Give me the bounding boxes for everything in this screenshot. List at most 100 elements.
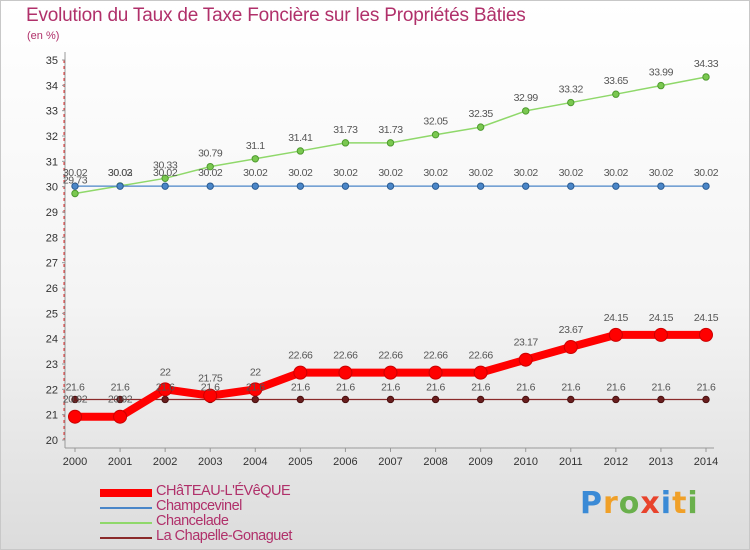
data-label-chancelade: 31.73 [378,124,403,136]
data-point-champcevinel [206,182,214,190]
legend-swatch-champcevinel [100,507,152,509]
data-point-la-chapelle-gonaguet [296,395,305,404]
y-tick-label: 23 [46,359,58,371]
data-label-champcevinel: 30.02 [108,167,133,179]
data-label-champcevinel: 30.02 [288,167,313,179]
data-point-cha-teau-l-e-ve-que [113,409,128,424]
data-point-champcevinel [341,182,350,190]
y-tick-label: 31 [46,156,58,168]
data-label-cha-teau-l-e-ve-que: 22.66 [333,350,358,362]
y-tick-label: 25 [46,308,58,320]
data-label-champcevinel: 30.02 [378,167,403,179]
data-label-cha-teau-l-e-ve-que: 24.15 [649,312,674,324]
y-tick-label: 26 [46,283,58,295]
legend-swatch-la-chapelle [100,537,152,539]
x-tick-label: 2009 [468,456,492,468]
data-label-chancelade: 29.73 [63,175,88,187]
data-point-champcevinel [386,182,395,190]
data-point-la-chapelle-gonaguet [612,395,620,404]
proxiti-logo: Proxiti [580,486,699,521]
data-label-cha-teau-l-e-ve-que: 22.66 [378,350,403,362]
data-label-champcevinel: 30.02 [198,167,223,179]
y-tick-label: 27 [46,258,58,270]
data-label-cha-teau-l-e-ve-que: 22 [250,366,261,378]
data-point-champcevinel [431,182,440,190]
data-point-cha-teau-l-e-ve-que [699,327,713,342]
data-point-chancelade [476,123,485,131]
data-label-la-chapelle-gonaguet: 21.6 [471,381,490,393]
y-tick-label: 28 [46,232,58,244]
data-point-cha-teau-l-e-ve-que [203,388,218,403]
y-tick-label: 29 [46,207,58,219]
data-point-chancelade [702,73,710,81]
x-tick-label: 2008 [423,456,447,468]
data-point-chancelade [612,90,620,98]
data-point-chancelade [71,189,79,198]
data-label-champcevinel: 30.02 [63,167,88,179]
y-tick-label: 35 [46,55,58,67]
legend-swatch-chateau [100,489,152,497]
data-label-chancelade: 30.33 [153,159,178,171]
data-point-champcevinel [702,182,710,190]
y-tick-label: 30 [46,182,58,194]
data-label-champcevinel: 30.02 [243,167,268,179]
data-point-la-chapelle-gonaguet [251,395,259,404]
data-label-la-chapelle-gonaguet: 21.6 [516,381,535,393]
data-point-champcevinel [296,182,305,190]
data-point-la-chapelle-gonaguet [567,395,575,404]
data-point-cha-teau-l-e-ve-que [293,365,308,380]
x-tick-label: 2000 [63,456,87,468]
data-point-cha-teau-l-e-ve-que [248,382,263,397]
data-label-chancelade: 30.03 [108,167,133,179]
data-label-champcevinel: 30.02 [559,167,584,179]
data-point-cha-teau-l-e-ve-que [338,365,353,380]
chart-title: Evolution du Taux de Taxe Foncière sur l… [26,5,526,26]
data-label-la-chapelle-gonaguet: 21.6 [291,381,310,393]
data-point-chancelade [386,139,395,147]
data-label-chancelade: 31.41 [288,132,313,144]
data-point-cha-teau-l-e-ve-que [158,382,173,397]
data-label-cha-teau-l-e-ve-que: 22.66 [469,350,494,362]
data-label-champcevinel: 30.02 [514,167,539,179]
data-label-cha-teau-l-e-ve-que: 24.15 [604,312,629,324]
data-point-champcevinel [161,182,169,190]
data-point-champcevinel [251,182,259,190]
data-point-champcevinel [567,182,575,190]
data-point-la-chapelle-gonaguet [71,395,79,404]
data-label-cha-teau-l-e-ve-que: 22 [160,366,171,378]
data-point-la-chapelle-gonaguet [386,395,395,404]
data-label-cha-teau-l-e-ve-que: 24.15 [694,312,719,324]
data-label-chancelade: 33.65 [604,75,629,87]
x-tick-label: 2014 [694,456,718,468]
x-tick-label: 2010 [513,456,537,468]
data-label-chancelade: 31.73 [333,124,358,136]
data-label-champcevinel: 30.02 [649,167,674,179]
axes: 20 21 22 23 24 25 26 27 28 29 30 31 32 33 34 35 2000 2001… [46,52,718,468]
data-point-chancelade [296,147,305,155]
data-point-chancelade [567,98,575,107]
data-label-chancelade: 31.1 [246,140,265,152]
data-label-la-chapelle-gonaguet: 21.6 [697,381,716,393]
data-label-la-chapelle-gonaguet: 21.6 [381,381,400,393]
data-label-la-chapelle-gonaguet: 21.6 [201,381,220,393]
legend-label-champcevinel: Champcevinel [156,498,242,514]
data-point-champcevinel [522,182,530,190]
x-tick-label: 2005 [288,456,312,468]
data-point-la-chapelle-gonaguet [657,395,665,404]
data-point-champcevinel [116,182,124,190]
data-label-la-chapelle-gonaguet: 21.6 [606,381,625,393]
x-tick-label: 2002 [153,456,177,468]
legend-item-la-chapelle: La Chapelle-Gonaguet [100,528,400,545]
legend-item-chateau: CHâTEAU-L'ÉVêQUE [100,483,400,500]
x-tick-label: 2007 [378,456,402,468]
legend-item-champcevinel: Champcevinel [100,498,400,515]
y-tick-label: 20 [46,435,58,447]
data-point-chancelade [522,107,530,115]
data-label-cha-teau-l-e-ve-que: 22.66 [288,350,313,362]
data-label-chancelade: 34.33 [694,58,719,70]
data-label-chancelade: 32.05 [423,116,448,128]
x-tick-label: 2011 [559,456,583,468]
data-label-cha-teau-l-e-ve-que: 23.17 [514,337,539,349]
